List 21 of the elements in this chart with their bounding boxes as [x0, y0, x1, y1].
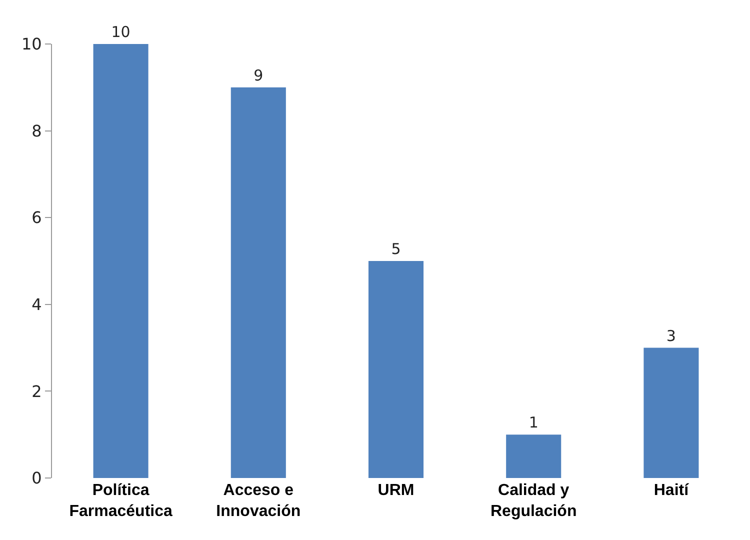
- y-tick-label: 10: [21, 34, 42, 54]
- bar: [644, 348, 699, 478]
- y-tick-label: 8: [32, 121, 42, 140]
- x-tick-label: Haití: [654, 482, 690, 499]
- bar: [93, 44, 148, 478]
- y-tick-label: 6: [32, 208, 42, 228]
- data-label: 1: [528, 414, 538, 432]
- bar: [506, 434, 562, 478]
- x-tick-label: Política Farmacéutica: [69, 482, 172, 520]
- x-tick-label: Acceso e Innovación: [216, 482, 301, 520]
- x-tick-label: URM: [378, 482, 414, 499]
- data-label: 9: [254, 66, 264, 84]
- bar: [230, 87, 286, 478]
- y-tick-label: 2: [32, 382, 42, 401]
- data-label: 3: [666, 326, 676, 345]
- y-tick-label: 4: [32, 295, 42, 314]
- data-label: 10: [111, 23, 130, 41]
- y-tick-label: 0: [32, 468, 42, 488]
- data-label: 5: [391, 240, 401, 258]
- bar: [368, 261, 424, 478]
- x-tick-label: Calidad y Regulación: [490, 482, 577, 520]
